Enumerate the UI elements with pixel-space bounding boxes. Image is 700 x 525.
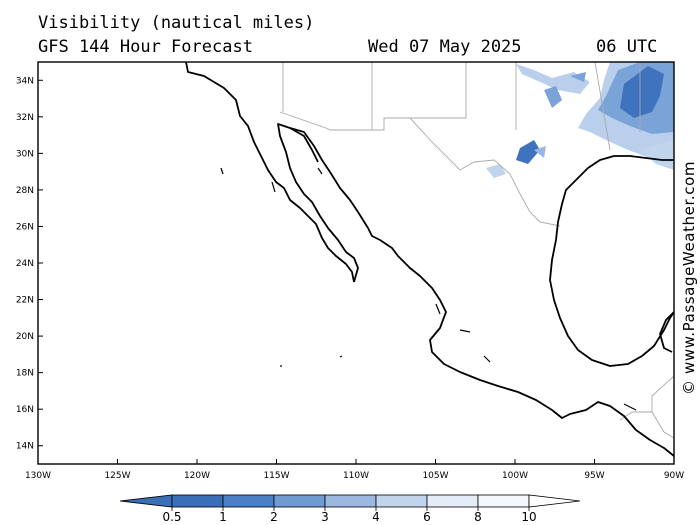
lon-tick-label: 100W — [502, 471, 528, 481]
colorbar-segment — [477, 494, 530, 508]
lat-tick-label: 18N — [16, 369, 34, 379]
yucatan-coast — [659, 311, 674, 353]
lat-tick-label: 28N — [16, 186, 34, 196]
lat-tick-label: 26N — [16, 222, 34, 232]
colorbar-segment — [222, 494, 275, 508]
fog-patch-coahuila-light — [534, 146, 546, 158]
fog-patch-texas-north — [516, 64, 590, 94]
visibility-shading — [486, 62, 674, 178]
colorbar-label: 0.5 — [162, 510, 181, 524]
forecast-subtitle: GFS 144 Hour Forecast — [38, 37, 253, 57]
lat-tick-label: 24N — [16, 259, 34, 269]
island-tabasco-lake — [623, 403, 637, 411]
map-area — [185, 62, 674, 457]
fog-patch-texas-mid — [544, 86, 562, 108]
colorbar-label: 10 — [521, 510, 536, 524]
gulf-coastline — [549, 155, 674, 367]
colorbar-segment — [171, 494, 224, 508]
colorbar-label: 4 — [372, 510, 380, 524]
colorbar-segment — [273, 494, 326, 508]
island-revillagigedo — [339, 355, 343, 358]
forecast-date: Wed 07 May 2025 — [368, 37, 522, 57]
colorbar-label: 8 — [474, 510, 482, 524]
latitude-axis: 34N 32N 30N 28N 26N 24N 22N 20N 18N 16N 14N — [16, 76, 43, 452]
us-state-borders — [282, 62, 641, 151]
island-tiburon — [317, 167, 323, 175]
fog-patch-tamaulipas — [486, 164, 506, 178]
sonora-coast — [289, 127, 674, 457]
colorbar-segment — [426, 494, 479, 508]
island-guadalupe — [220, 167, 224, 175]
lon-tick-label: 90W — [664, 471, 684, 481]
lon-tick-label: 120W — [184, 471, 210, 481]
lat-tick-label: 20N — [16, 332, 34, 342]
island-lake-chapala — [459, 329, 471, 333]
lon-tick-label: 95W — [584, 471, 604, 481]
lat-tick-label: 30N — [16, 149, 34, 159]
map-title: Visibility (nautical miles) — [38, 13, 315, 33]
lon-tick-label: 125W — [104, 471, 130, 481]
political-borders — [279, 62, 674, 439]
lat-tick-label: 16N — [16, 405, 34, 415]
islands — [220, 167, 637, 411]
colorbar-label: 2 — [270, 510, 278, 524]
island-tres-marias — [435, 303, 441, 315]
lat-tick-label: 14N — [16, 442, 34, 452]
fog-patch-small-n — [570, 72, 586, 82]
lon-tick-label: 115W — [263, 471, 289, 481]
watermark: © www.PassageWeather.com — [680, 160, 698, 395]
colorbar-label: 6 — [423, 510, 431, 524]
lon-tick-label: 130W — [25, 471, 51, 481]
pacific-coastline — [185, 62, 355, 283]
colorbar-high-arrow — [528, 494, 581, 508]
lat-tick-label: 34N — [16, 76, 34, 86]
island-cedros — [271, 181, 276, 193]
lon-tick-label: 110W — [343, 471, 369, 481]
forecast-time: 06 UTC — [596, 37, 658, 57]
us-mexico-border — [279, 111, 561, 227]
fog-patch-coahuila — [516, 140, 540, 164]
baja-gulf-side — [277, 123, 359, 283]
lat-tick-label: 22N — [16, 296, 34, 306]
colorbar-low-arrow — [119, 494, 173, 508]
lon-tick-label: 105W — [422, 471, 448, 481]
fog-patch-louisiana-edge — [640, 140, 674, 170]
colorbar-label: 1 — [219, 510, 227, 524]
colorbar: 0.5 1 2 3 4 6 8 10 — [119, 494, 581, 524]
colorbar-label: 3 — [321, 510, 329, 524]
colorbar-segment — [324, 494, 377, 508]
guatemala-border — [619, 375, 674, 439]
colorbar-segment — [375, 494, 428, 508]
fog-patch-core — [620, 66, 664, 118]
lat-tick-label: 32N — [16, 113, 34, 123]
lake-nicaragua — [483, 355, 491, 363]
longitude-axis: 130W 125W 120W 115W 110W 105W 100W 95W 90W — [25, 459, 684, 481]
coastlines — [185, 62, 674, 457]
